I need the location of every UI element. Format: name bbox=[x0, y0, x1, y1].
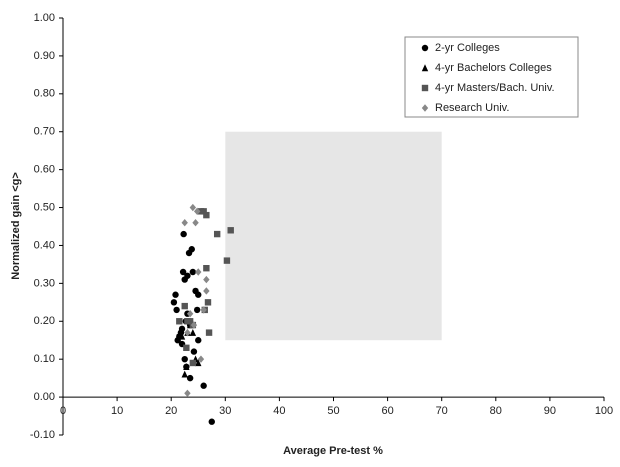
data-point bbox=[177, 329, 185, 336]
data-point bbox=[189, 359, 197, 367]
data-point bbox=[195, 291, 202, 298]
data-point bbox=[184, 272, 191, 279]
legend-label: 4-yr Bachelors Colleges bbox=[435, 62, 552, 74]
data-point bbox=[192, 219, 199, 227]
y-tick-label: 0.40 bbox=[34, 239, 55, 251]
data-point bbox=[227, 227, 234, 234]
shaded-region bbox=[225, 131, 442, 341]
x-tick-label: 10 bbox=[111, 405, 123, 417]
x-tick-label: 20 bbox=[165, 405, 177, 417]
data-point bbox=[204, 299, 212, 306]
data-point bbox=[181, 219, 188, 227]
data-point bbox=[200, 382, 207, 389]
data-point bbox=[186, 374, 194, 382]
data-point bbox=[203, 287, 210, 295]
data-point bbox=[200, 306, 207, 314]
legend-marker bbox=[421, 104, 429, 112]
x-tick-label: 50 bbox=[327, 405, 339, 417]
data-point bbox=[181, 370, 188, 378]
x-tick-label: 60 bbox=[381, 405, 393, 417]
legend-box bbox=[404, 36, 579, 118]
y-tick-label: 0.30 bbox=[34, 277, 55, 289]
y-tick-label: -0.10 bbox=[30, 429, 55, 441]
data-point bbox=[193, 207, 201, 216]
y-tick-label: 1.00 bbox=[34, 12, 55, 24]
data-point bbox=[213, 230, 221, 238]
data-point bbox=[223, 257, 231, 264]
data-point bbox=[203, 211, 210, 219]
y-tick-label: 0.90 bbox=[34, 50, 55, 62]
data-point bbox=[189, 328, 197, 336]
x-tick-label: 40 bbox=[273, 405, 285, 417]
data-point bbox=[197, 355, 205, 363]
x-tick-label: 80 bbox=[490, 405, 502, 417]
data-point bbox=[193, 306, 201, 314]
data-point bbox=[186, 318, 194, 325]
data-point bbox=[181, 355, 188, 363]
legend-marker bbox=[421, 64, 429, 72]
legend-marker bbox=[421, 84, 429, 92]
data-point bbox=[184, 389, 191, 397]
data-point bbox=[186, 309, 194, 318]
data-point bbox=[195, 359, 202, 367]
data-point bbox=[183, 344, 190, 352]
legend-label: Research Univ. bbox=[435, 102, 509, 114]
data-point bbox=[205, 329, 213, 336]
data-point bbox=[176, 318, 183, 325]
x-tick-label: 0 bbox=[60, 405, 66, 417]
data-point bbox=[203, 275, 210, 284]
y-tick-label: 0.20 bbox=[34, 315, 55, 327]
x-tick-label: 70 bbox=[436, 405, 448, 417]
y-tick-label: 0.50 bbox=[34, 201, 55, 213]
data-point bbox=[179, 268, 187, 276]
data-point bbox=[178, 332, 186, 340]
x-axis-title: Average Pre-test % bbox=[283, 445, 383, 457]
data-point bbox=[188, 246, 195, 253]
y-tick-label: 0.70 bbox=[34, 126, 55, 138]
legend-label: 2-yr Colleges bbox=[435, 42, 500, 54]
y-tick-label: 0.60 bbox=[34, 164, 55, 176]
y-tick-label: 0.80 bbox=[34, 88, 55, 100]
data-point bbox=[172, 291, 179, 298]
data-point bbox=[190, 348, 198, 355]
y-tick-label: 0.10 bbox=[34, 353, 55, 365]
data-point bbox=[173, 306, 180, 314]
data-point bbox=[183, 363, 190, 370]
legend-label: 4-yr Masters/Bach. Univ. bbox=[435, 82, 555, 94]
legend-marker bbox=[421, 44, 429, 52]
data-point bbox=[195, 337, 202, 344]
data-point bbox=[208, 418, 215, 425]
x-tick-label: 90 bbox=[544, 405, 556, 417]
y-tick-label: 0.00 bbox=[34, 391, 55, 403]
data-point bbox=[181, 302, 188, 310]
x-tick-label: 100 bbox=[595, 405, 613, 417]
data-point bbox=[195, 268, 202, 276]
data-point bbox=[184, 328, 191, 337]
data-point bbox=[189, 268, 197, 276]
y-axis-title: Normalized gain <g> bbox=[10, 172, 22, 280]
data-point bbox=[203, 265, 210, 272]
data-point bbox=[180, 230, 187, 238]
data-point bbox=[189, 203, 197, 212]
data-point bbox=[170, 299, 178, 306]
x-tick-label: 30 bbox=[219, 405, 231, 417]
data-point bbox=[190, 321, 198, 329]
data-point bbox=[200, 208, 207, 215]
